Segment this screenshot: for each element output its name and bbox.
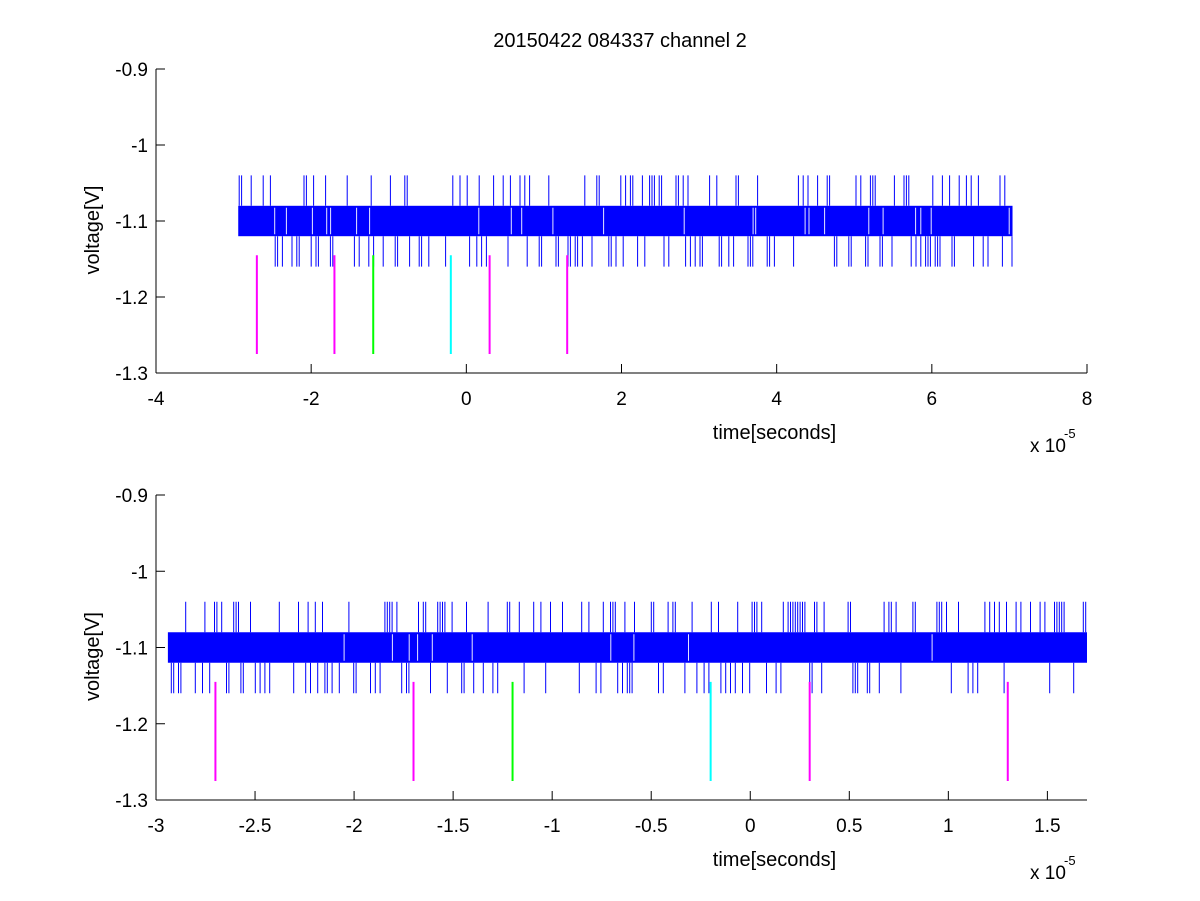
x-tick-label: 4 <box>771 389 782 410</box>
y-tick-label: -1.1 <box>115 639 148 660</box>
y-tick-label: -1.2 <box>115 288 148 309</box>
y-axis-label: voltage[V] <box>82 186 104 275</box>
x-tick-label: 6 <box>927 389 938 410</box>
x-tick-label: -4 <box>148 389 165 410</box>
x-exponent-label: x 10 <box>1030 436 1066 457</box>
x-tick-label: -2.5 <box>239 816 272 837</box>
x-tick-label: -0.5 <box>635 816 668 837</box>
signal-series <box>238 175 1013 267</box>
x-tick-label: 0 <box>745 816 756 837</box>
x-tick-label: 1.5 <box>1034 816 1060 837</box>
signal-band-gaps <box>343 634 933 661</box>
subplot-top: -4 -2 0 2 4 6 8 -0.9 -1 -1.1 -1.2 -1.3 time[seconds]… <box>82 60 1092 457</box>
x-tick-label: 2 <box>616 389 627 410</box>
x-tick-label: -2 <box>346 816 363 837</box>
x-tick-label: -1.5 <box>437 816 470 837</box>
signal-band <box>238 205 1013 237</box>
signal-band <box>167 632 1087 663</box>
x-tick-label: 0 <box>461 389 472 410</box>
y-tick-label: -1.1 <box>115 212 148 233</box>
x-tick-label: -3 <box>148 816 165 837</box>
y-tick-label: -1.2 <box>115 715 148 736</box>
x-axis-label: time[seconds] <box>713 422 836 444</box>
signal-series <box>167 601 1087 694</box>
x-exponent-power: -5 <box>1064 853 1076 868</box>
y-tick-label: -0.9 <box>115 486 148 507</box>
subplot-bottom: -3 -2.5 -2 -1.5 -1 -0.5 0 0.5 1 1.5 -0.9 -1 -1.1 -1.2… <box>82 486 1087 884</box>
y-tick-label: -1 <box>131 136 148 157</box>
x-exponent-label: x 10 <box>1030 863 1066 884</box>
signal-spikes <box>238 175 1013 267</box>
y-axis-label: voltage[V] <box>82 612 104 701</box>
signal-band-gaps <box>274 207 1010 235</box>
x-tick-label: 1 <box>943 816 954 837</box>
y-tick-label: -1 <box>131 562 148 583</box>
y-tick-label: -1.3 <box>115 364 148 385</box>
x-axis-label: time[seconds] <box>713 849 836 871</box>
y-tick-label: -0.9 <box>115 60 148 81</box>
y-tick-label: -1.3 <box>115 791 148 812</box>
figure-title: 20150422 084337 channel 2 <box>493 30 747 52</box>
x-exponent-power: -5 <box>1064 426 1076 441</box>
x-tick-label: 0.5 <box>836 816 862 837</box>
x-tick-label: -1 <box>544 816 561 837</box>
x-tick-label: 8 <box>1082 389 1093 410</box>
x-tick-label: -2 <box>303 389 320 410</box>
signal-spikes <box>170 601 1087 694</box>
